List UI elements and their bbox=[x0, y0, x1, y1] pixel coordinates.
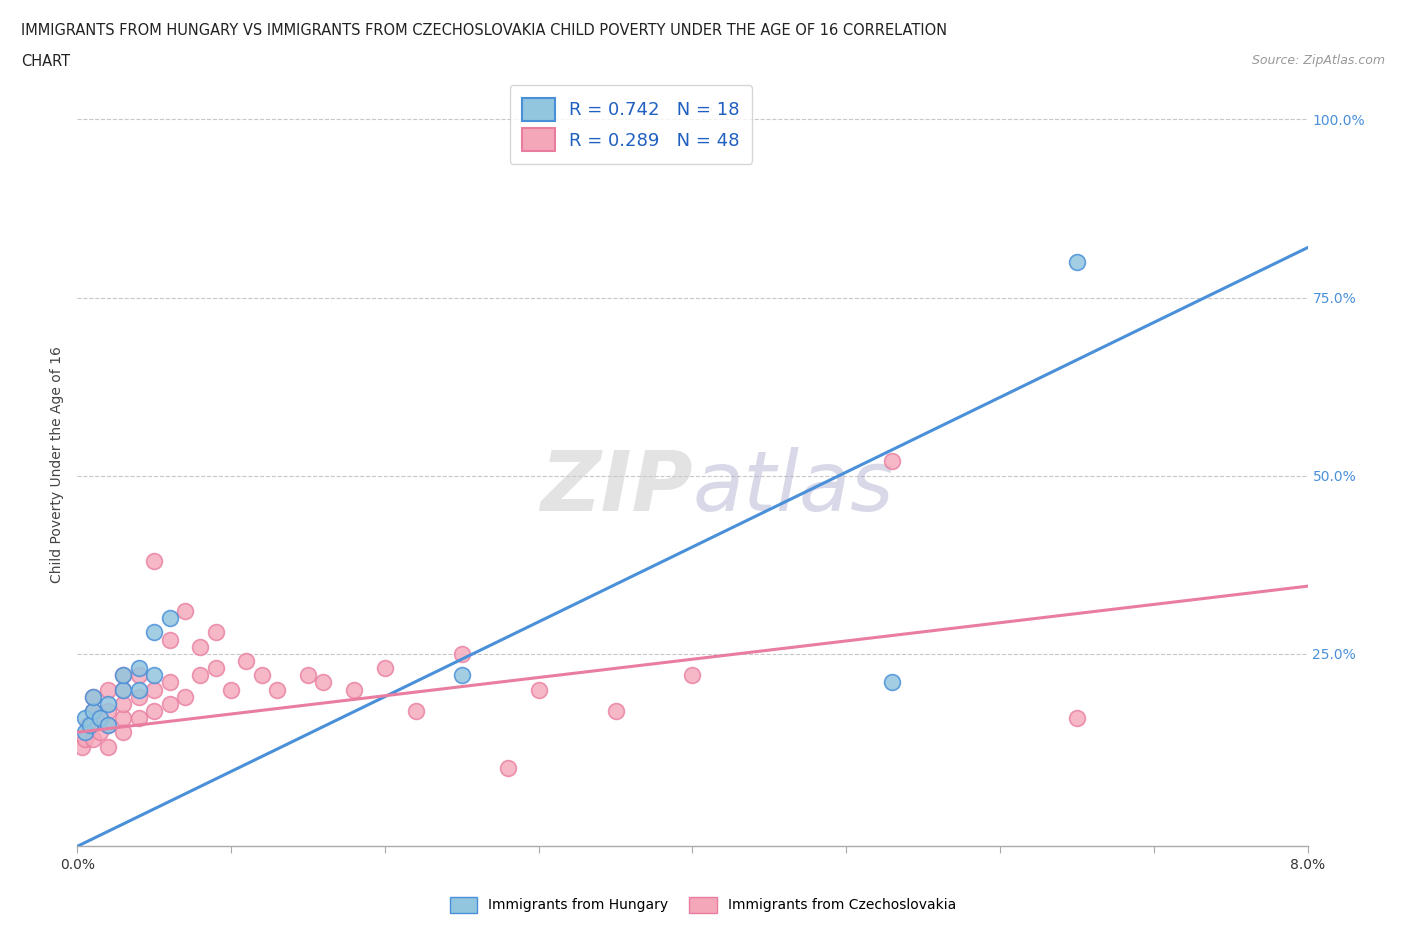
Point bbox=[312, 675, 335, 690]
Point bbox=[297, 668, 319, 683]
Point bbox=[174, 604, 197, 618]
Point bbox=[112, 711, 135, 725]
Point bbox=[97, 739, 120, 754]
Point bbox=[82, 732, 104, 747]
Legend: R = 0.742   N = 18, R = 0.289   N = 48: R = 0.742 N = 18, R = 0.289 N = 48 bbox=[509, 86, 752, 164]
Point bbox=[77, 718, 100, 733]
Point bbox=[82, 689, 104, 704]
Point bbox=[128, 660, 150, 675]
Point bbox=[128, 711, 150, 725]
Point bbox=[204, 625, 226, 640]
Point bbox=[82, 703, 104, 718]
Point bbox=[266, 682, 288, 697]
Point bbox=[496, 761, 519, 776]
Point bbox=[405, 703, 427, 718]
Point bbox=[143, 668, 166, 683]
Point bbox=[190, 668, 212, 683]
Point bbox=[159, 697, 181, 711]
Point bbox=[143, 703, 166, 718]
Text: Source: ZipAtlas.com: Source: ZipAtlas.com bbox=[1251, 54, 1385, 67]
Text: CHART: CHART bbox=[21, 54, 70, 69]
Point bbox=[73, 732, 96, 747]
Text: ZIP: ZIP bbox=[540, 447, 693, 528]
Point bbox=[79, 718, 101, 733]
Point bbox=[159, 611, 181, 626]
Point bbox=[73, 724, 96, 739]
Point bbox=[73, 711, 96, 725]
Point bbox=[97, 703, 120, 718]
Point bbox=[143, 682, 166, 697]
Point bbox=[159, 632, 181, 647]
Point bbox=[82, 703, 104, 718]
Text: IMMIGRANTS FROM HUNGARY VS IMMIGRANTS FROM CZECHOSLOVAKIA CHILD POVERTY UNDER TH: IMMIGRANTS FROM HUNGARY VS IMMIGRANTS FR… bbox=[21, 23, 948, 38]
Point bbox=[70, 739, 93, 754]
Point bbox=[450, 668, 472, 683]
Point bbox=[143, 553, 166, 568]
Point bbox=[250, 668, 273, 683]
Point bbox=[235, 654, 257, 669]
Point bbox=[605, 703, 627, 718]
Point bbox=[97, 697, 120, 711]
Point bbox=[174, 689, 197, 704]
Point bbox=[112, 668, 135, 683]
Point bbox=[882, 454, 904, 469]
Point bbox=[450, 646, 472, 661]
Point bbox=[159, 675, 181, 690]
Point bbox=[128, 668, 150, 683]
Point bbox=[89, 724, 111, 739]
Point bbox=[882, 675, 904, 690]
Point bbox=[112, 682, 135, 697]
Point bbox=[112, 697, 135, 711]
Text: atlas: atlas bbox=[693, 447, 894, 528]
Point bbox=[219, 682, 242, 697]
Point bbox=[1066, 255, 1088, 270]
Point bbox=[112, 682, 135, 697]
Point bbox=[190, 639, 212, 654]
Point bbox=[343, 682, 366, 697]
Y-axis label: Child Poverty Under the Age of 16: Child Poverty Under the Age of 16 bbox=[51, 347, 65, 583]
Point bbox=[128, 689, 150, 704]
Point bbox=[204, 660, 226, 675]
Point bbox=[128, 682, 150, 697]
Point bbox=[143, 625, 166, 640]
Point bbox=[82, 689, 104, 704]
Point bbox=[527, 682, 550, 697]
Point bbox=[682, 668, 704, 683]
Point bbox=[82, 714, 104, 729]
Point bbox=[97, 718, 120, 733]
Point bbox=[112, 724, 135, 739]
Point bbox=[374, 660, 396, 675]
Point bbox=[112, 668, 135, 683]
Point bbox=[1066, 711, 1088, 725]
Point bbox=[97, 718, 120, 733]
Point bbox=[89, 711, 111, 725]
Legend: Immigrants from Hungary, Immigrants from Czechoslovakia: Immigrants from Hungary, Immigrants from… bbox=[444, 891, 962, 919]
Point bbox=[97, 682, 120, 697]
